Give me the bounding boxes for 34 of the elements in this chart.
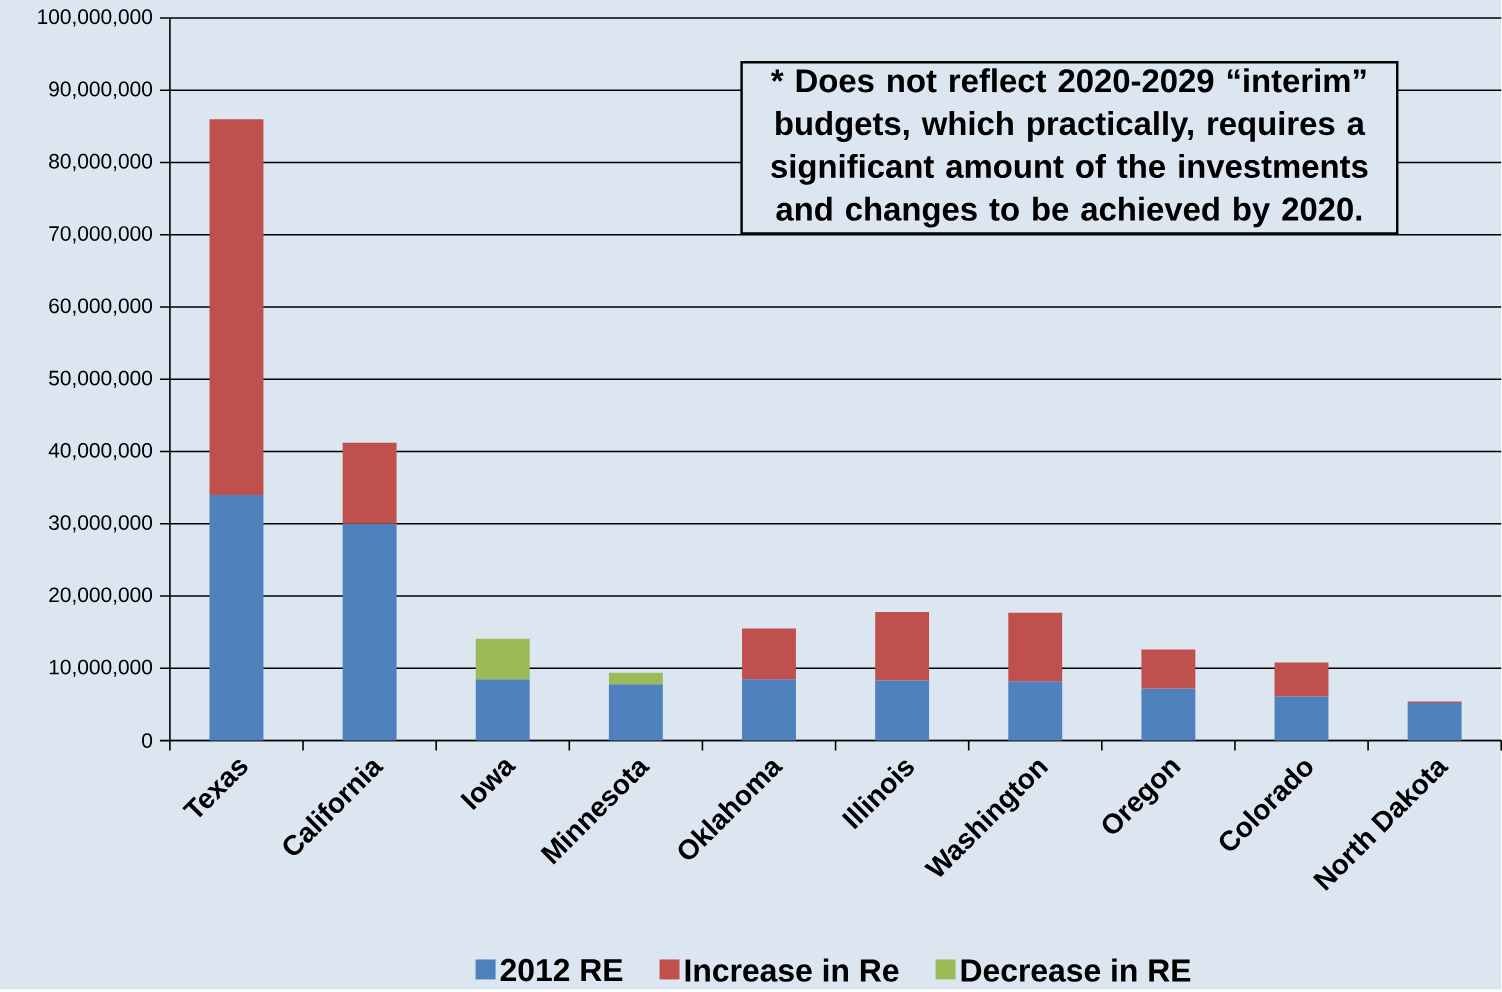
annotation: * Does not reflect 2020-2029 “interim” budgets, which practically, requires a significant amount of the investments and changes to be achieved by 2020. [770, 68, 1368, 228]
bar [475, 678, 530, 741]
bar [209, 494, 264, 741]
bar [608, 683, 663, 741]
bar [608, 672, 663, 684]
bar [875, 680, 930, 741]
bar [342, 523, 397, 741]
y-tick-label: 0 [142, 732, 153, 748]
bar [342, 442, 397, 524]
legend-label: Increase in Re [685, 958, 899, 982]
legend-label: Decrease in RE [961, 958, 1191, 982]
bar [209, 118, 264, 495]
bar [1008, 612, 1063, 682]
y-tick-label: 30,000,000 [49, 514, 153, 533]
y-tick-label: 90,000,000 [49, 81, 153, 99]
y-tick-label: 100,000,000 [38, 9, 153, 27]
bar [1274, 662, 1329, 697]
y-tick-label: 80,000,000 [49, 153, 153, 171]
bar [875, 611, 930, 681]
y-tick-label: 70,000,000 [49, 225, 153, 244]
bar [742, 628, 796, 679]
bar [742, 678, 796, 741]
y-tick-label: 50,000,000 [49, 370, 153, 388]
legend-label: 2012 RE [500, 958, 623, 982]
bar [1274, 696, 1329, 741]
bar [1141, 649, 1196, 689]
bar [1407, 702, 1462, 741]
bar [475, 638, 530, 679]
y-tick-label: 40,000,000 [48, 442, 153, 460]
y-tick-label: 10,000,000 [49, 659, 153, 677]
bar [1141, 688, 1196, 741]
y-tick-label: 20,000,000 [49, 587, 153, 605]
bar [1008, 681, 1063, 741]
y-tick-label: 60,000,000 [49, 298, 153, 316]
